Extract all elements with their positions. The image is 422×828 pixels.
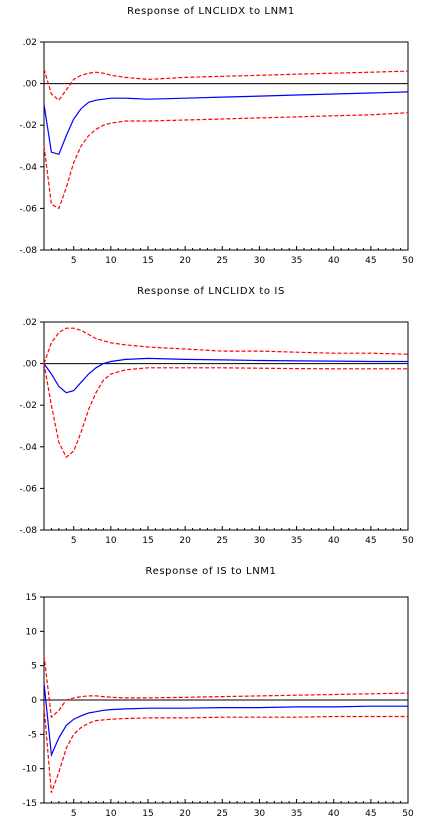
response-line <box>43 357 408 394</box>
x-tick-label: 5 <box>71 809 77 819</box>
x-tick-label: 45 <box>365 536 376 546</box>
y-tick-label: -.08 <box>19 246 37 256</box>
chart-title: Response of LNCLIDX to IS <box>137 286 285 297</box>
x-tick-label: 30 <box>254 536 266 546</box>
chart-panel-3: Response of IS to LNM1 15 10 5 0 -5 -10 -15 5 10… <box>0 560 422 828</box>
response-line <box>43 682 408 758</box>
x-tick-label: 5 <box>71 256 77 266</box>
y-tick-label: 5 <box>31 662 37 672</box>
y-tick-label: .00 <box>23 80 38 90</box>
x-tick-label: 15 <box>142 256 153 266</box>
x-tick-label: 25 <box>217 256 228 266</box>
y-tick-label: -.04 <box>19 163 37 173</box>
y-tick-label: 0 <box>31 696 37 706</box>
y-tick-label: -15 <box>22 799 37 809</box>
y-tick-label: -.08 <box>19 526 37 536</box>
x-tick-label: 45 <box>365 809 376 819</box>
y-tick-label: -.04 <box>19 443 37 453</box>
chart-title: Response of IS to LNM1 <box>145 566 277 577</box>
x-tick-label: 20 <box>179 256 191 266</box>
y-tick-label: -.02 <box>19 401 37 411</box>
impulse-response-chart: .02 .00 -.02 -.04 -.06 -.08 5 10 15 20 25 30 35 40 45 5… <box>19 318 414 546</box>
y-tick-label: -.06 <box>19 204 37 214</box>
x-tick-label: 20 <box>179 536 191 546</box>
y-tick-label: 15 <box>26 593 37 603</box>
x-tick-label: 20 <box>179 809 191 819</box>
x-tick-label: 50 <box>402 809 414 819</box>
y-tick-label: -.06 <box>19 484 37 494</box>
y-tick-label: .02 <box>23 38 37 48</box>
y-tick-label: -5 <box>28 730 37 740</box>
x-tick-label: 10 <box>105 809 117 819</box>
x-tick-label: 40 <box>328 256 340 266</box>
x-tick-label: 35 <box>291 809 302 819</box>
x-tick-label: 5 <box>71 536 77 546</box>
x-tick-label: 50 <box>402 256 414 266</box>
x-tick-label: 15 <box>142 809 153 819</box>
chart-panel-2: Response of LNCLIDX to IS .02 .00 -.02 -.04… <box>0 280 422 550</box>
response-line <box>43 91 409 156</box>
y-tick-label: 10 <box>26 627 38 637</box>
impulse-response-chart: .02 .00 -.02 -.04 -.06 -.08 5 10 15 20 25 30 35 40 45 5… <box>19 38 414 266</box>
confidence-band-line <box>43 363 408 459</box>
x-tick-label: 15 <box>142 536 153 546</box>
x-tick-label: 25 <box>217 536 228 546</box>
x-tick-label: 30 <box>254 256 266 266</box>
x-tick-label: 10 <box>105 536 117 546</box>
x-tick-label: 10 <box>105 256 117 266</box>
x-tick-label: 35 <box>291 256 302 266</box>
confidence-band-line <box>43 706 408 793</box>
confidence-band-line <box>43 68 409 102</box>
confidence-band-line <box>43 327 409 364</box>
confidence-band-line <box>43 655 409 719</box>
y-tick-label: -.02 <box>19 121 37 131</box>
x-tick-label: 40 <box>328 809 340 819</box>
plot-frame <box>43 321 409 531</box>
x-tick-label: 25 <box>217 809 228 819</box>
chart-title: Response of LNCLIDX to LNM1 <box>127 6 295 17</box>
x-tick-label: 35 <box>291 536 302 546</box>
x-tick-label: 45 <box>365 256 376 266</box>
x-tick-label: 50 <box>402 536 414 546</box>
y-tick-label: .02 <box>23 318 37 328</box>
confidence-band-line <box>43 112 409 210</box>
y-tick-label: .00 <box>23 360 38 370</box>
x-tick-label: 40 <box>328 536 340 546</box>
x-tick-label: 30 <box>254 809 266 819</box>
y-tick-label: -10 <box>22 765 37 775</box>
chart-panel-1: Response of LNCLIDX to LNM1 .02 .00 -.02 -.… <box>0 0 422 270</box>
